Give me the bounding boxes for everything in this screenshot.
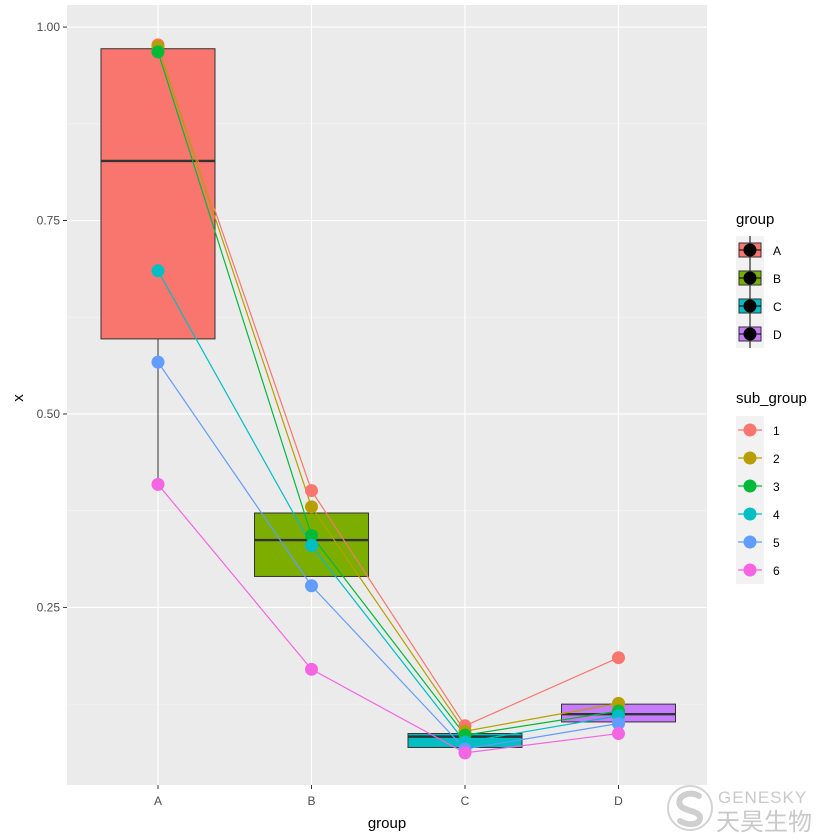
series-line-4 bbox=[157, 270, 619, 743]
y-axis-title: x bbox=[10, 394, 27, 402]
legend-label: D bbox=[773, 328, 782, 342]
series-point-6 bbox=[151, 477, 165, 491]
series-point-3 bbox=[151, 45, 165, 59]
x-tick-label: B bbox=[307, 794, 315, 808]
y-tick-label: 0.75 bbox=[37, 214, 61, 228]
legend-key-group-B: B bbox=[736, 264, 781, 292]
legend-label: 5 bbox=[773, 536, 780, 550]
series-lines bbox=[157, 44, 619, 754]
legend-key-group-A: A bbox=[736, 236, 781, 264]
series-point-5 bbox=[612, 716, 625, 730]
series-line-3 bbox=[157, 51, 619, 736]
legend-key-subgroup-5: 5 bbox=[736, 528, 780, 556]
legend-key-point bbox=[743, 507, 757, 521]
y-tick-label: 1.00 bbox=[37, 20, 61, 34]
box-layer bbox=[100, 44, 676, 748]
watermark-logo bbox=[667, 785, 713, 831]
watermark-cjk: 天昊生物 bbox=[716, 809, 812, 836]
series-point-3 bbox=[305, 528, 318, 542]
series-point-5 bbox=[151, 355, 165, 369]
legend-title-sub-group: sub_group bbox=[736, 390, 807, 407]
series-line-6 bbox=[157, 483, 619, 754]
legend-key-point bbox=[743, 535, 757, 549]
legend-label: 4 bbox=[773, 508, 780, 522]
x-tick-label: A bbox=[154, 794, 162, 808]
legend-key-point bbox=[743, 563, 757, 577]
series-point-1 bbox=[305, 484, 318, 498]
series-line-5 bbox=[157, 361, 619, 750]
legend-key-point bbox=[743, 451, 757, 465]
series-point-6 bbox=[305, 662, 318, 676]
legend-label: 6 bbox=[773, 564, 780, 578]
legend-label: B bbox=[773, 272, 781, 286]
axes: 0.25 0.50 0.75 1.00 A B C D bbox=[37, 20, 624, 808]
x-axis-title: group bbox=[368, 815, 406, 832]
series-point-1 bbox=[612, 651, 625, 665]
legend-key-point bbox=[743, 271, 757, 285]
legend-label: 1 bbox=[773, 424, 780, 438]
watermark-latin: GENESKY bbox=[718, 788, 807, 807]
legend-title-group: group bbox=[736, 211, 774, 228]
legend-label: 2 bbox=[773, 452, 780, 466]
legend-key-subgroup-3: 3 bbox=[736, 472, 780, 500]
legend-key-subgroup-1: 1 bbox=[736, 416, 780, 444]
legend-key-point bbox=[743, 423, 757, 437]
legend-key-subgroup-6: 6 bbox=[736, 556, 780, 584]
series-line-1 bbox=[157, 44, 619, 727]
legend-label: A bbox=[773, 244, 781, 258]
legend-key-group-C: C bbox=[736, 292, 782, 320]
legend-label: C bbox=[773, 300, 782, 314]
series-point-6 bbox=[612, 727, 625, 741]
box-rect bbox=[100, 48, 216, 340]
legend-key-point bbox=[743, 299, 757, 313]
legend-key-subgroup-2: 2 bbox=[736, 444, 780, 472]
x-tick-label: C bbox=[461, 794, 470, 808]
series-points bbox=[151, 38, 625, 760]
series-point-6 bbox=[458, 746, 472, 760]
legend-label: 3 bbox=[773, 480, 780, 494]
legend-key-subgroup-4: 4 bbox=[736, 500, 780, 528]
series-point-4 bbox=[151, 264, 165, 278]
box-A bbox=[100, 44, 216, 485]
series-line-2 bbox=[157, 46, 619, 732]
legend-key-point bbox=[743, 479, 757, 493]
x-tick-label: D bbox=[614, 794, 623, 808]
y-tick-label: 0.50 bbox=[37, 407, 61, 421]
legend-key-point bbox=[743, 243, 757, 257]
series-point-4 bbox=[305, 539, 318, 553]
y-tick-label: 0.25 bbox=[37, 600, 61, 614]
series-point-2 bbox=[305, 500, 318, 514]
legend-key-group-D: D bbox=[736, 320, 782, 348]
series-point-5 bbox=[305, 579, 318, 593]
legend-key-point bbox=[743, 327, 757, 341]
watermark: GENESKY 天昊生物 bbox=[667, 785, 812, 836]
